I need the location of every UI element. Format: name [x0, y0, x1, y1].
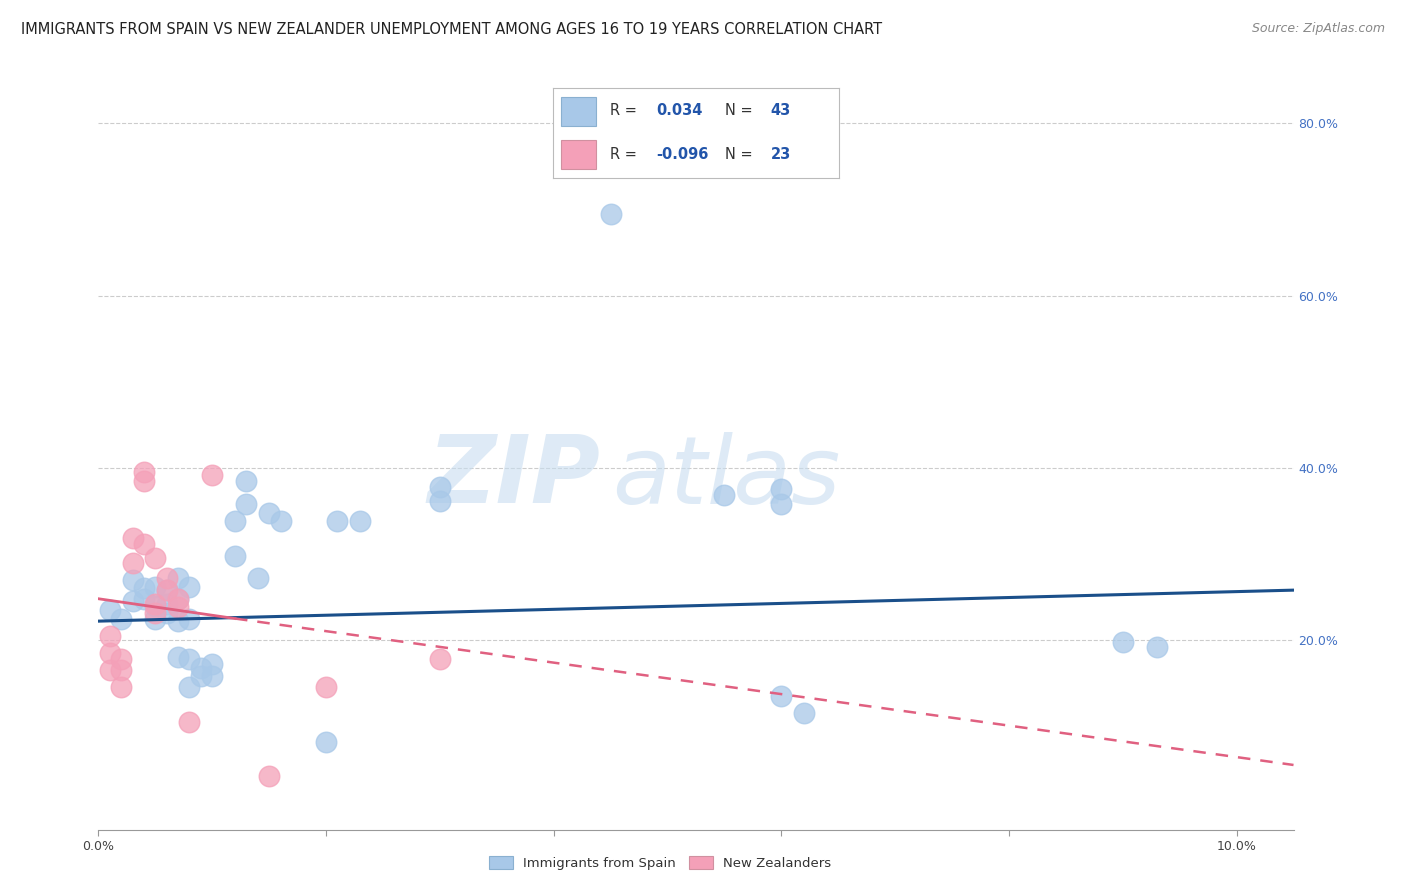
Point	[132, 536, 155, 550]
Point	[315, 681, 337, 695]
Point	[770, 689, 793, 703]
Point	[167, 600, 190, 615]
Point	[429, 480, 451, 494]
Point	[315, 735, 337, 749]
Point	[190, 669, 212, 683]
Point	[190, 660, 212, 674]
Point	[1146, 640, 1168, 654]
Text: Source: ZipAtlas.com: Source: ZipAtlas.com	[1251, 22, 1385, 36]
Point	[235, 474, 257, 488]
Text: atlas: atlas	[613, 432, 841, 523]
Point	[156, 606, 179, 620]
Point	[1112, 635, 1135, 649]
Point	[110, 681, 132, 695]
Point	[167, 591, 190, 606]
Point	[429, 493, 451, 508]
Point	[167, 591, 190, 606]
Point	[132, 465, 155, 479]
Legend: Immigrants from Spain, New Zealanders: Immigrants from Spain, New Zealanders	[484, 851, 837, 875]
Point	[98, 603, 121, 617]
Point	[713, 488, 735, 502]
Point	[143, 597, 166, 611]
Point	[179, 681, 201, 695]
Point	[167, 571, 190, 585]
Point	[121, 573, 143, 587]
Point	[110, 652, 132, 666]
Point	[143, 580, 166, 594]
Point	[770, 483, 793, 497]
Point	[179, 611, 201, 625]
Point	[156, 571, 179, 585]
Point	[179, 580, 201, 594]
Point	[98, 646, 121, 660]
Point	[201, 669, 224, 683]
Point	[143, 551, 166, 566]
Point	[167, 650, 190, 665]
Point	[326, 514, 349, 528]
Point	[179, 714, 201, 729]
Point	[257, 769, 280, 783]
Point	[224, 549, 246, 563]
Point	[110, 611, 132, 625]
Point	[429, 652, 451, 666]
Point	[98, 629, 121, 643]
Point	[121, 532, 143, 546]
Text: ZIP: ZIP	[427, 432, 600, 524]
Point	[156, 597, 179, 611]
Point	[110, 663, 132, 677]
Point	[179, 652, 201, 666]
Point	[156, 583, 179, 598]
Point	[793, 706, 815, 721]
Point	[143, 599, 166, 613]
Point	[770, 497, 793, 511]
Text: IMMIGRANTS FROM SPAIN VS NEW ZEALANDER UNEMPLOYMENT AMONG AGES 16 TO 19 YEARS CO: IMMIGRANTS FROM SPAIN VS NEW ZEALANDER U…	[21, 22, 882, 37]
Point	[132, 591, 155, 606]
Point	[156, 583, 179, 598]
Point	[201, 657, 224, 672]
Point	[224, 514, 246, 528]
Point	[167, 614, 190, 628]
Point	[257, 506, 280, 520]
Point	[235, 497, 257, 511]
Point	[121, 556, 143, 570]
Point	[349, 514, 371, 528]
Point	[143, 606, 166, 620]
Point	[201, 467, 224, 482]
Point	[270, 514, 292, 528]
Point	[132, 474, 155, 488]
Point	[246, 571, 269, 585]
Point	[121, 594, 143, 608]
Point	[98, 663, 121, 677]
Point	[132, 582, 155, 596]
Point	[599, 207, 621, 221]
Point	[143, 611, 166, 625]
